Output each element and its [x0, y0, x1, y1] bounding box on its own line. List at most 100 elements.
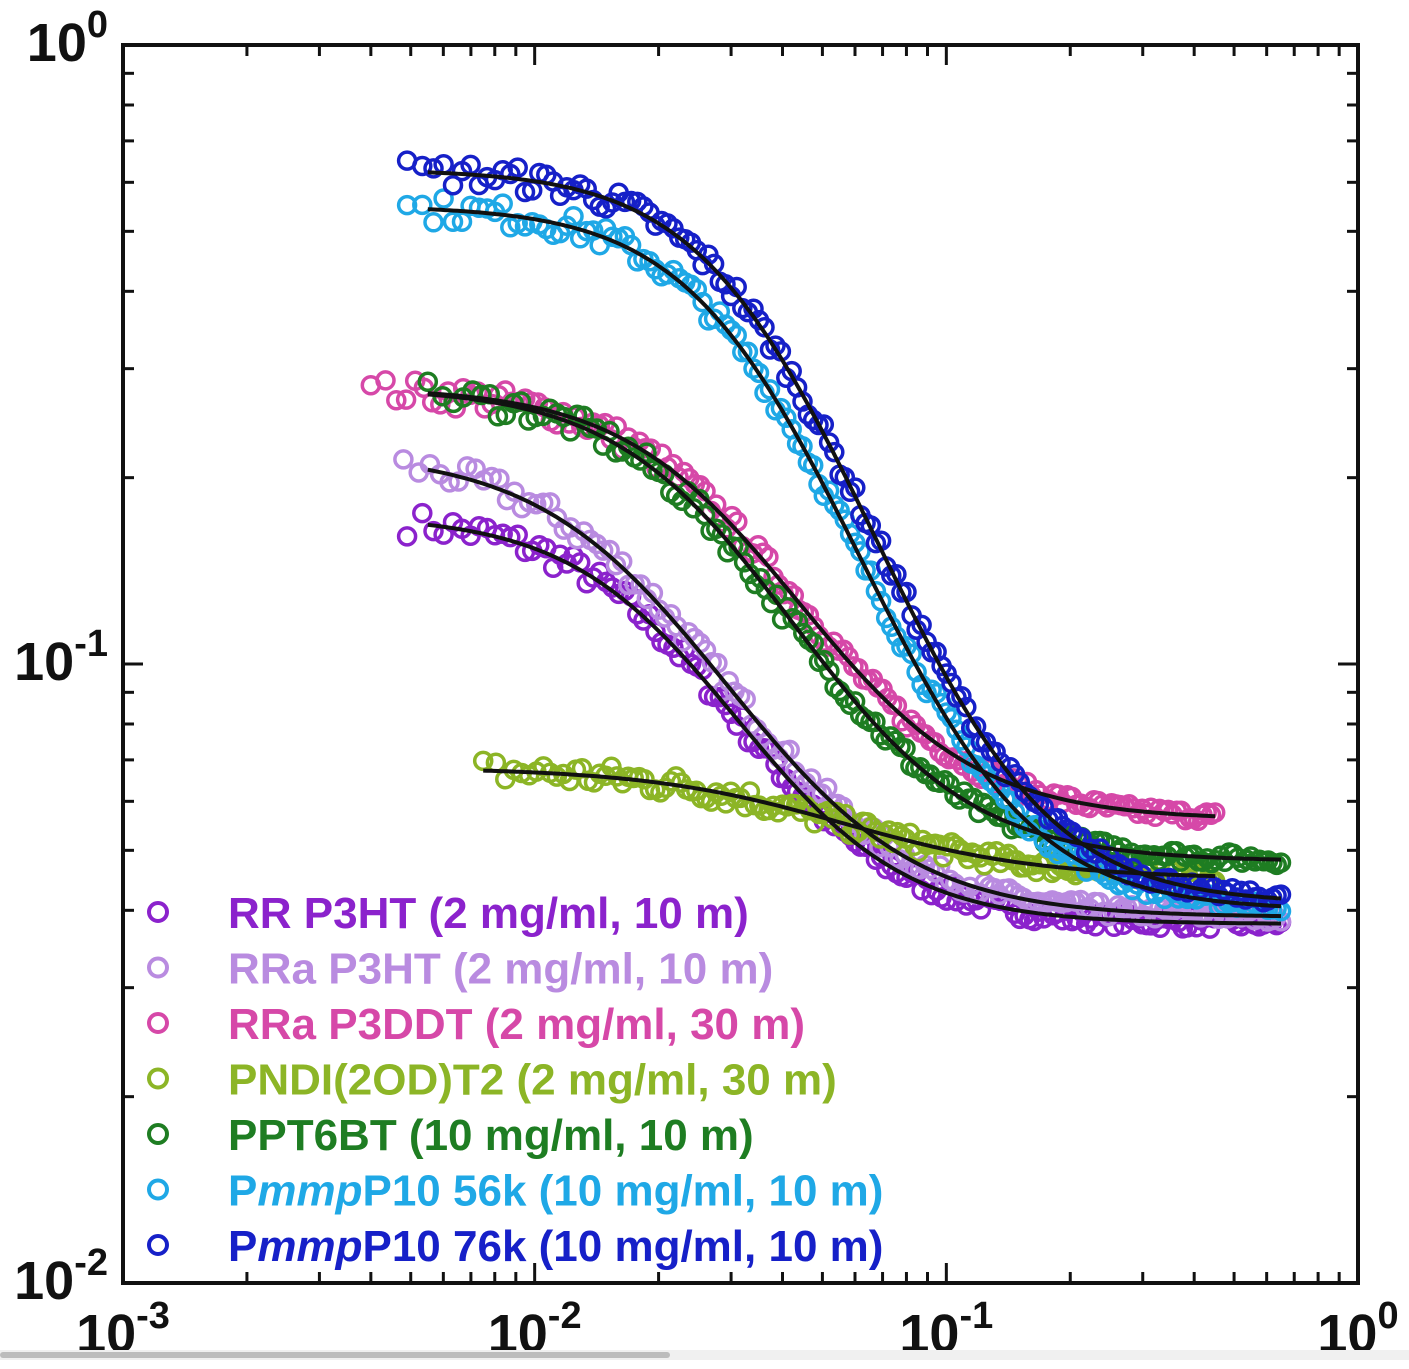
legend-item-2: RRa P3HT (2 mg/ml, 10 m) [147, 945, 773, 994]
series-7-markers [396, 150, 1292, 913]
data-point [563, 205, 584, 227]
data-point [395, 389, 417, 410]
data-point [715, 314, 736, 335]
data-point [386, 389, 407, 411]
data-point [412, 502, 433, 524]
legend-item-6: PmmpP10 56k (10 mg/ml, 10 m) [147, 1167, 883, 1216]
data-point [396, 526, 418, 547]
data-point [487, 406, 509, 427]
data-point [776, 407, 797, 429]
data-point [765, 335, 786, 356]
legend-label: PmmpP10 56k (10 mg/ml, 10 m) [228, 1167, 883, 1216]
data-point [412, 194, 433, 216]
data-point [1157, 799, 1179, 821]
data-point [456, 456, 478, 477]
data-point [944, 785, 965, 806]
data-point [865, 580, 887, 602]
data-point [956, 696, 977, 718]
data-point [692, 291, 713, 313]
legend-marker [147, 901, 169, 923]
data-point [451, 211, 473, 232]
data-point [423, 212, 444, 233]
data-point [645, 621, 666, 643]
data-point [442, 211, 464, 232]
scrollbar-thumb[interactable] [0, 1352, 670, 1358]
legend-marker [147, 1234, 169, 1256]
data-point [703, 253, 725, 275]
data-point [802, 454, 824, 476]
legend-label: PmmpP10 76k (10 mg/ml, 10 m) [228, 1222, 883, 1271]
data-point [433, 154, 454, 175]
data-point [924, 732, 946, 753]
y-tick-label: 10-2 [14, 1242, 108, 1311]
data-point [448, 471, 469, 492]
data-point [985, 741, 1006, 763]
data-point [720, 319, 742, 341]
data-point [423, 520, 444, 542]
horizontal-scrollbar[interactable] [0, 1350, 1409, 1360]
data-point [1270, 884, 1292, 905]
legend-label: PNDI(2OD)T2 (2 mg/ml, 30 m) [228, 1056, 837, 1105]
legend-marker [147, 1012, 169, 1034]
legend-item-3: RRa P3DDT (2 mg/ml, 30 m) [147, 1000, 805, 1049]
data-point [417, 371, 439, 392]
legend-marker [147, 1123, 169, 1145]
data-point [878, 820, 900, 841]
data-point [900, 709, 922, 730]
y-tick-label: 100 [27, 4, 108, 73]
data-point [720, 703, 742, 725]
data-point [1270, 852, 1292, 873]
data-point [759, 379, 781, 400]
data-point [824, 494, 845, 516]
data-point [824, 441, 845, 463]
data-point [633, 610, 654, 631]
legend-item-7: PmmpP10 76k (10 mg/ml, 10 m) [147, 1222, 883, 1271]
legend-item-1: RR P3HT (2 mg/ml, 10 m) [147, 889, 749, 938]
data-point [423, 158, 444, 179]
legend-item-4: PNDI(2OD)T2 (2 mg/ml, 30 m) [147, 1056, 837, 1105]
data-point [715, 273, 736, 295]
data-point [492, 193, 513, 214]
data-point [749, 795, 770, 816]
data-point [860, 515, 882, 536]
data-point [970, 759, 992, 780]
data-point [706, 518, 727, 540]
data-point [668, 467, 689, 488]
fit-line-2 [427, 467, 1282, 919]
data-point [733, 551, 755, 573]
legend-label: RRa P3HT (2 mg/ml, 10 m) [228, 945, 773, 994]
data-point [627, 603, 648, 625]
data-point [748, 362, 770, 384]
data-point [393, 449, 414, 470]
data-point [472, 750, 494, 772]
data-point [412, 155, 433, 177]
legend-marker [147, 1178, 169, 1201]
data-point [442, 174, 464, 196]
legend-label: PPT6BT (10 mg/ml, 10 m) [228, 1111, 754, 1160]
legend-marker [147, 1067, 169, 1090]
data-point [848, 658, 869, 679]
legend: RR P3HT (2 mg/ml, 10 m) RRa P3HT (2 mg/ml… [147, 889, 883, 1271]
legend-item-5: PPT6BT (10 mg/ml, 10 m) [147, 1111, 754, 1160]
fit-line-7 [427, 170, 1282, 901]
fit-line-6 [427, 207, 1282, 909]
data-point [660, 770, 682, 792]
series-5-markers [417, 371, 1292, 876]
data-point [946, 719, 967, 740]
legend-label: RRa P3DDT (2 mg/ml, 30 m) [228, 1000, 805, 1049]
legend-label: RR P3HT (2 mg/ml, 10 m) [228, 889, 749, 938]
legend-marker [147, 956, 169, 979]
data-point [507, 157, 528, 178]
data-point [813, 649, 835, 671]
data-point [1192, 851, 1214, 873]
data-point [375, 370, 396, 391]
plot-area [360, 150, 1292, 939]
fit-line-3 [427, 391, 1216, 819]
data-point [471, 384, 492, 406]
data-point [433, 188, 454, 209]
fit-line-1 [427, 522, 1282, 926]
data-point [1204, 802, 1226, 823]
data-point [750, 567, 771, 589]
